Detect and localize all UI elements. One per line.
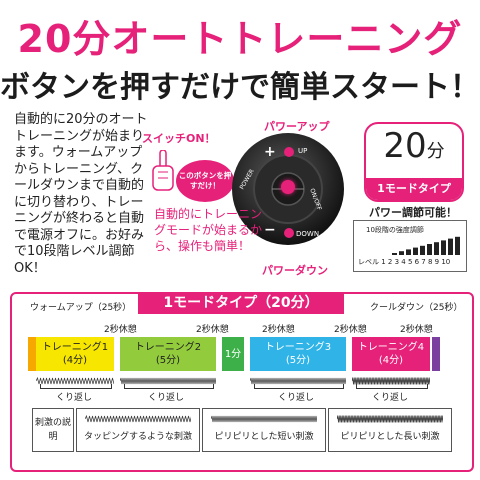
segment-training-1: トレーニング1 (4分) xyxy=(36,337,114,371)
tapping-wave-graphic xyxy=(36,377,114,385)
level-label: レベル xyxy=(358,258,379,266)
mode-title: 1モードタイプ（20分） xyxy=(138,292,344,314)
badge-minutes: 20分 xyxy=(366,126,462,166)
pointing-hand-icon xyxy=(152,150,174,191)
segment-5-name: トレーニング4 xyxy=(357,342,425,353)
segment-training-4: トレーニング4 (4分) xyxy=(352,337,430,371)
stimulus-short-wave xyxy=(211,415,317,423)
segment-training-3: トレーニング3 (5分) xyxy=(250,337,346,371)
repeat-bracket-4 xyxy=(356,384,428,389)
stimulus-label: 刺激の説明 xyxy=(34,418,71,442)
wave-line xyxy=(352,377,430,385)
cooldown-label: クールダウン（25秒） xyxy=(370,303,463,313)
level-bar xyxy=(441,240,446,255)
rest-label-1: 2秒休憩 xyxy=(104,325,137,335)
level-chart-heading: 10段階の強度調節 xyxy=(366,226,424,234)
level-bar xyxy=(406,249,411,255)
stimulus-tapping-text: タッピングするような刺激 xyxy=(83,432,192,442)
level-bar xyxy=(392,253,397,255)
segment-1-name: トレーニング1 xyxy=(41,342,109,353)
warmup-label: ウォームアップ（25秒） xyxy=(30,303,132,313)
stimulus-long-wave xyxy=(337,415,443,423)
segment-4-name: トレーニング3 xyxy=(264,342,332,353)
level-values: 1 2 3 4 5 6 7 8 9 10 xyxy=(381,258,451,266)
intro-text: 自動的に20分のオートトレーニングが始まります。ウォームアップからトレーニング、… xyxy=(14,112,148,276)
segment-2-name: トレーニング2 xyxy=(134,342,202,353)
level-bar xyxy=(420,245,425,255)
segment-4-time: (5分) xyxy=(285,355,311,366)
level-bar xyxy=(455,236,460,255)
warmup-bar xyxy=(28,337,36,371)
plus-button[interactable]: + xyxy=(264,144,276,160)
wave-line xyxy=(250,377,346,385)
segment-one-minute: 1分 xyxy=(222,337,244,371)
long-wave-graphic xyxy=(352,377,430,385)
repeat-label-4: くり返し xyxy=(372,393,409,403)
segment-3-name: 1分 xyxy=(224,348,242,360)
wave-line xyxy=(120,377,216,385)
rest-label-2: 2秒休憩 xyxy=(196,325,229,335)
level-chart: 10段階の強度調節 レベル 1 2 3 4 5 6 7 8 9 10 xyxy=(353,220,467,272)
badge-minutes-value: 20 xyxy=(383,126,427,166)
segment-1-time: (4分) xyxy=(62,355,88,366)
stimulus-short: ピリピリとした短い刺激 xyxy=(202,408,326,452)
power-up-label: パワーアップ xyxy=(264,120,330,133)
press-bubble: このボタンを押すだけ！ xyxy=(176,160,234,202)
mode-badge: 20分 1モードタイプ xyxy=(364,122,464,202)
segment-training-2: トレーニング2 (5分) xyxy=(120,337,216,371)
down-button-label[interactable]: DOWN xyxy=(296,230,320,238)
badge-type: 1モードタイプ xyxy=(366,178,462,200)
stimulus-label-box: 刺激の説明 xyxy=(32,408,74,452)
wave-line xyxy=(337,415,443,423)
level-bar xyxy=(399,251,404,255)
level-bar xyxy=(448,238,453,255)
repeat-bracket-3 xyxy=(254,384,344,389)
power-adjust-title: パワー調節可能！ xyxy=(369,206,457,219)
down-indicator-dot xyxy=(284,228,294,238)
page-title: 20分オートトレーニング xyxy=(17,17,463,61)
segment-2-time: (5分) xyxy=(155,355,181,366)
rest-label-4: 2秒休憩 xyxy=(334,325,367,335)
rest-label-3: 2秒休憩 xyxy=(262,325,295,335)
level-bars-graphic xyxy=(392,236,460,255)
stimulus-long: ピリピリとした長い刺激 xyxy=(328,408,452,452)
auto-mode-text: 自動的にトレーニングモードが始まるから、操作も簡単！ xyxy=(154,207,263,253)
stimulus-long-text: ピリピリとした長い刺激 xyxy=(340,432,440,442)
minus-button[interactable]: − xyxy=(264,222,276,238)
short-wave-graphic-2 xyxy=(250,377,346,385)
switch-on-label: スイッチON！ xyxy=(142,132,216,145)
wave-line xyxy=(211,415,317,423)
badge-unit: 分 xyxy=(426,141,445,162)
press-bubble-text: このボタンを押すだけ！ xyxy=(178,171,232,190)
up-indicator-dot xyxy=(284,147,294,157)
level-numbers: レベル 1 2 3 4 5 6 7 8 9 10 xyxy=(358,257,450,267)
repeat-bracket-2 xyxy=(124,384,214,389)
stimulus-tapping: タッピングするような刺激 xyxy=(76,408,200,452)
wave-line xyxy=(85,415,191,423)
page-subtitle: ボタンを押すだけで簡単スタート！ xyxy=(0,70,480,105)
center-power-button[interactable] xyxy=(281,180,295,194)
level-bar xyxy=(427,244,432,255)
repeat-label-3: くり返し xyxy=(278,393,315,403)
repeat-label-1: くり返し xyxy=(56,393,93,403)
repeat-bracket-1 xyxy=(40,384,112,389)
up-button-label[interactable]: UP xyxy=(298,147,308,155)
repeat-label-2: くり返し xyxy=(148,393,185,403)
segment-5-time: (4分) xyxy=(378,355,404,366)
short-wave-graphic xyxy=(120,377,216,385)
level-bar xyxy=(434,242,439,255)
cooldown-bar xyxy=(432,337,440,371)
stimulus-tapping-wave xyxy=(85,415,191,423)
rest-label-5: 2秒休憩 xyxy=(400,325,433,335)
stimulus-short-text: ピリピリとした短い刺激 xyxy=(214,432,314,442)
level-bar xyxy=(413,247,418,255)
wave-line xyxy=(36,377,114,385)
power-down-label: パワーダウン xyxy=(262,264,328,277)
